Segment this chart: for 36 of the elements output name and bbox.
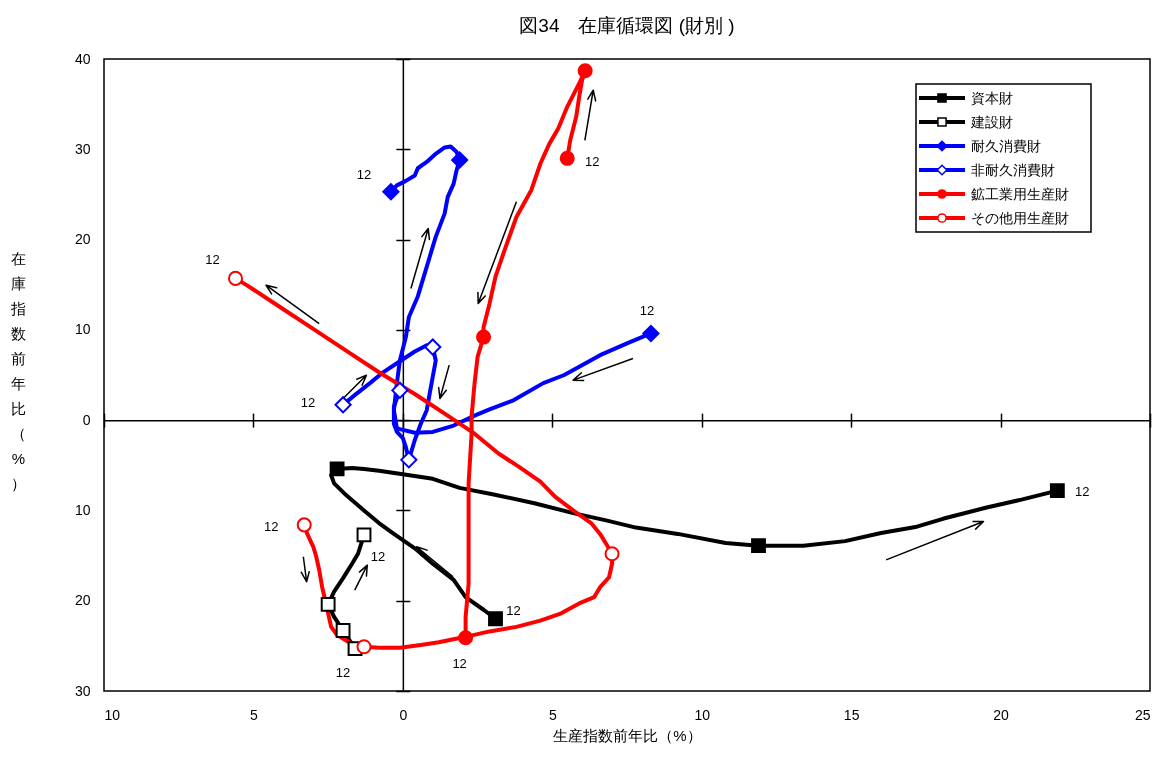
legend-label: 非耐久消費財 [971,162,1055,178]
annotation: 12 [452,655,467,671]
chart-title: 図34 在庫循環図 (財別 ) [519,15,735,36]
annotation: 12 [1075,483,1090,499]
x-tick-label: 15 [843,706,860,723]
x-tick-label: 5 [548,706,557,723]
x-tick-label: 20 [993,706,1010,723]
legend-label: 資本財 [971,90,1013,106]
x-tick-label: 5 [250,706,259,723]
annotation: 12 [370,548,386,564]
legend-label: 建設財 [970,114,1013,130]
y-tick-label: 30 [74,140,91,157]
legend-label: 耐久消費財 [971,138,1041,154]
legend-label: その他用生産財 [971,210,1069,226]
annotation: 12 [639,303,655,319]
x-tick-label: 10 [694,706,711,723]
y-tick-label: 20 [74,592,91,609]
text: 在庫指数前年比（%） [11,249,26,492]
y-tick-label: 10 [74,321,91,338]
y-tick-label: 10 [74,501,91,518]
annotation: 12 [300,394,316,410]
legend-label: 鉱工業用生産財 [971,186,1069,202]
annotation: 12 [506,602,521,618]
annotation: 12 [335,664,351,680]
annotation: 12 [356,166,372,182]
y-tick-label: 0 [82,411,91,428]
y-tick-label: 20 [74,231,91,248]
annotation: 12 [264,518,279,534]
x-axis-title: 生産指数前年比（%） [553,726,702,744]
y-tick-label: 30 [74,682,91,699]
x-tick-label: 25 [1134,706,1151,723]
annotation: 12 [205,252,220,268]
annotation: 12 [584,154,600,170]
y-tick-label: 40 [74,50,91,67]
x-tick-label: 0 [399,706,408,723]
x-tick-label: 10 [104,706,121,723]
